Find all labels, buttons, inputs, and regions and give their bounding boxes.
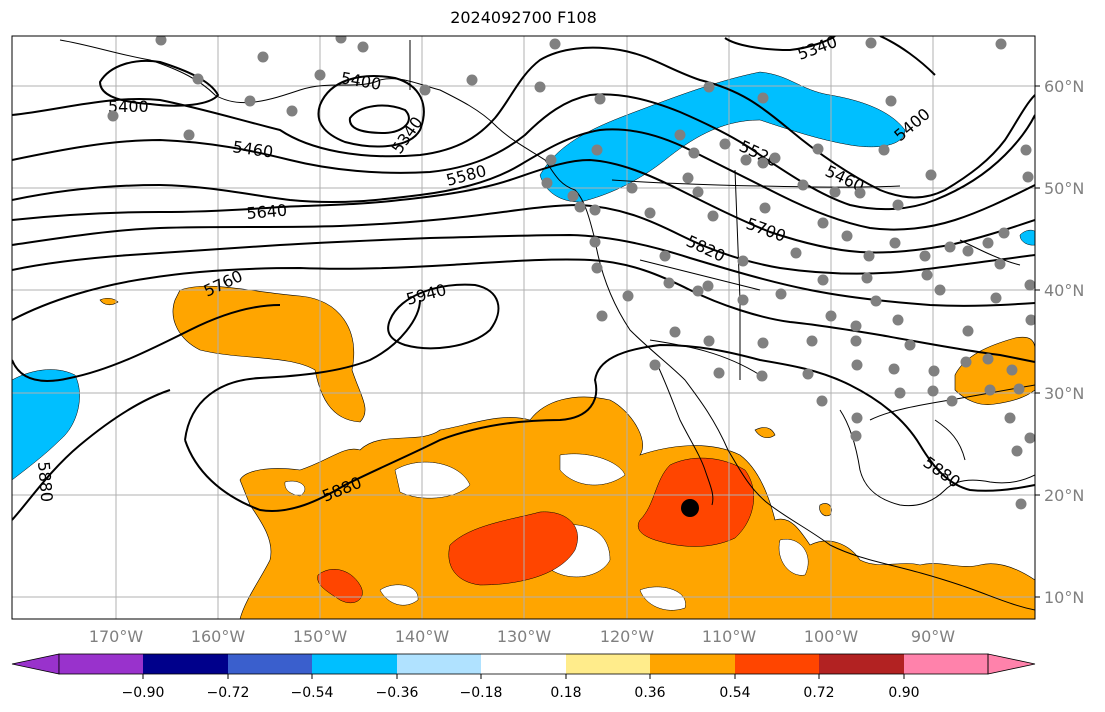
lon-label: 120°W [600,627,655,646]
colorbar-segment [566,654,650,674]
latitude-labels: 60°N 50°N 40°N 30°N 20°N 10°N [1035,77,1084,607]
colorbar-segment [59,654,143,674]
lon-label: 140°W [395,627,450,646]
colorbar-tick-label: 0.90 [888,685,919,701]
colorbar-tick-label: 0.72 [803,685,834,701]
colorbar-tick-label: 0.18 [550,685,581,701]
lat-label: 50°N [1044,179,1084,198]
lon-label: 150°W [293,627,348,646]
lat-label: 10°N [1044,588,1084,607]
colorbar-segment [143,654,228,674]
lon-label: 160°W [191,627,246,646]
coastlines [59,39,1035,611]
position-marker [681,499,699,517]
lon-label: 130°W [497,627,552,646]
colorbar-tick-label: −0.90 [122,685,165,701]
contour-label: 5400 [108,97,149,116]
colorbar-segment [228,654,312,674]
colorbar-segment [735,654,819,674]
colorbar-segment [650,654,735,674]
lat-label: 30°N [1044,384,1084,403]
lon-label: 110°W [702,627,757,646]
colorbar-tick-label: 0.54 [719,685,750,701]
contour-label: 5640 [246,201,288,223]
colorbar-min-extension [11,653,60,675]
colorbar-segment [904,654,988,674]
colorbar-tick-label: 0.36 [634,685,665,701]
lat-label: 40°N [1044,281,1084,300]
colorbar-tick-label: −0.36 [376,685,419,701]
colorbar-max-extension [987,653,1036,675]
colorbar-segment [819,654,904,674]
lat-label: 60°N [1044,77,1084,96]
longitude-labels: 170°W 160°W 150°W 140°W 130°W 120°W 110°… [89,627,955,646]
station-markers [107,36,1035,510]
colorbar-segment [481,654,566,674]
colorbar-tick-label: −0.18 [460,685,503,701]
colorbar: −0.90 −0.72 −0.54 −0.36 −0.18 0.18 0.36 … [11,653,1036,701]
colorbar-segment [397,654,481,674]
colorbar-segment [312,654,397,674]
lon-label: 90°W [911,627,955,646]
contour-label: 5880 [34,461,56,503]
lon-label: 170°W [89,627,144,646]
lat-label: 20°N [1044,486,1084,505]
colorbar-tick-label: −0.54 [291,685,334,701]
colorbar-tick-label: −0.72 [207,685,250,701]
map-frame [11,35,1036,620]
figure-title: 2024092700 F108 [450,8,597,27]
lon-label: 100°W [804,627,859,646]
